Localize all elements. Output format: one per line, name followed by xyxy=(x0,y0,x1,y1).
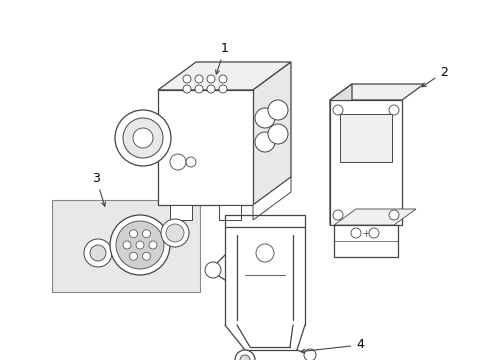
Circle shape xyxy=(133,128,153,148)
Circle shape xyxy=(304,349,315,360)
Circle shape xyxy=(129,252,137,260)
Circle shape xyxy=(129,230,137,238)
Polygon shape xyxy=(252,177,290,220)
Circle shape xyxy=(368,228,378,238)
Bar xyxy=(52,200,200,292)
Text: 4: 4 xyxy=(301,338,363,353)
Circle shape xyxy=(116,221,163,269)
Circle shape xyxy=(219,75,226,83)
Circle shape xyxy=(204,262,221,278)
Polygon shape xyxy=(252,62,290,205)
Polygon shape xyxy=(329,84,351,225)
Circle shape xyxy=(183,75,191,83)
Circle shape xyxy=(267,100,287,120)
Circle shape xyxy=(219,85,226,93)
Bar xyxy=(339,114,391,162)
Circle shape xyxy=(206,75,215,83)
Circle shape xyxy=(256,244,273,262)
Text: 2: 2 xyxy=(422,66,447,87)
Circle shape xyxy=(206,85,215,93)
Circle shape xyxy=(254,108,274,128)
Bar xyxy=(170,205,192,220)
Circle shape xyxy=(170,154,185,170)
Circle shape xyxy=(165,224,183,242)
Circle shape xyxy=(90,245,106,261)
Circle shape xyxy=(115,110,171,166)
Circle shape xyxy=(161,219,189,247)
Circle shape xyxy=(332,105,342,115)
Polygon shape xyxy=(329,84,423,100)
Polygon shape xyxy=(158,62,290,90)
Circle shape xyxy=(142,252,150,260)
Circle shape xyxy=(123,241,131,249)
Circle shape xyxy=(84,239,112,267)
Polygon shape xyxy=(333,209,415,225)
Circle shape xyxy=(350,228,360,238)
Circle shape xyxy=(332,210,342,220)
Circle shape xyxy=(254,132,274,152)
Circle shape xyxy=(267,124,287,144)
Bar xyxy=(219,205,241,220)
Circle shape xyxy=(136,241,143,249)
Circle shape xyxy=(388,210,398,220)
Circle shape xyxy=(240,355,249,360)
Circle shape xyxy=(185,157,196,167)
Circle shape xyxy=(110,215,170,275)
Bar xyxy=(333,225,397,257)
Circle shape xyxy=(183,85,191,93)
Circle shape xyxy=(149,241,157,249)
Text: 1: 1 xyxy=(215,41,228,74)
Circle shape xyxy=(142,230,150,238)
Bar xyxy=(158,90,252,205)
Bar xyxy=(329,100,401,225)
Circle shape xyxy=(195,75,203,83)
Circle shape xyxy=(123,118,163,158)
Circle shape xyxy=(195,85,203,93)
Circle shape xyxy=(235,350,254,360)
Text: 3: 3 xyxy=(92,171,105,206)
Circle shape xyxy=(388,105,398,115)
